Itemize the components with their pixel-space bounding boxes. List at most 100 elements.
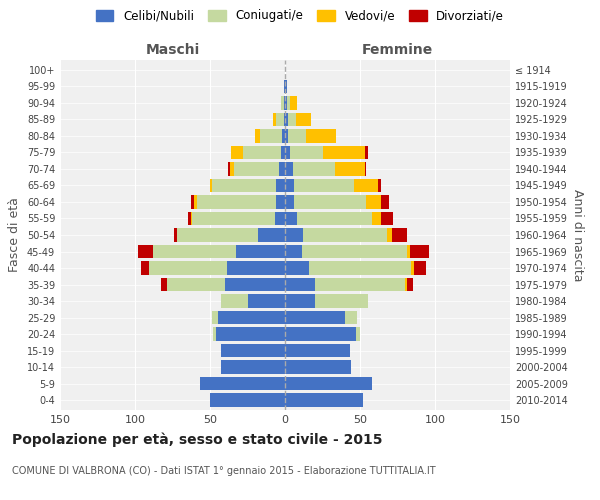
Y-axis label: Anni di nascita: Anni di nascita xyxy=(571,188,584,281)
Bar xyxy=(288,113,296,126)
Bar xyxy=(248,294,285,308)
Bar xyxy=(276,113,284,126)
Text: Popolazione per età, sesso e stato civile - 2015: Popolazione per età, sesso e stato civil… xyxy=(12,432,383,447)
Bar xyxy=(365,162,366,175)
Bar xyxy=(354,179,378,192)
Bar xyxy=(345,311,357,324)
Bar xyxy=(275,212,285,225)
Bar xyxy=(227,262,285,274)
Bar xyxy=(218,311,285,324)
Bar xyxy=(192,212,275,225)
Bar xyxy=(294,179,354,192)
Bar xyxy=(193,196,197,208)
Bar xyxy=(303,228,387,241)
Bar xyxy=(285,179,294,192)
Text: COMUNE DI VALBRONA (CO) - Dati ISTAT 1° gennaio 2015 - Elaborazione TUTTITALIA.I: COMUNE DI VALBRONA (CO) - Dati ISTAT 1° … xyxy=(12,466,436,476)
Bar xyxy=(285,278,315,291)
Bar xyxy=(285,311,345,324)
Bar xyxy=(285,196,294,208)
Bar xyxy=(258,228,285,241)
Bar xyxy=(228,162,229,175)
Bar xyxy=(141,262,149,274)
Bar xyxy=(221,344,285,357)
Bar xyxy=(231,146,243,159)
Bar xyxy=(414,262,426,274)
Bar xyxy=(191,196,193,208)
Bar xyxy=(302,245,407,258)
Bar xyxy=(285,262,309,274)
Bar xyxy=(366,196,381,208)
Bar xyxy=(225,278,285,291)
Bar xyxy=(210,394,285,406)
Bar xyxy=(243,146,281,159)
Bar xyxy=(153,245,235,258)
Bar xyxy=(285,130,288,142)
Text: Maschi: Maschi xyxy=(145,42,200,56)
Bar xyxy=(285,245,302,258)
Bar xyxy=(288,130,306,142)
Bar xyxy=(138,245,153,258)
Bar xyxy=(234,162,279,175)
Bar xyxy=(210,179,212,192)
Bar xyxy=(296,113,311,126)
Bar xyxy=(279,162,285,175)
Bar xyxy=(281,96,284,110)
Bar xyxy=(284,113,285,126)
Bar xyxy=(335,162,365,175)
Bar xyxy=(381,212,393,225)
Bar xyxy=(273,113,276,126)
Bar xyxy=(260,130,282,142)
Bar xyxy=(285,360,351,374)
Bar xyxy=(187,212,191,225)
Bar xyxy=(177,228,258,241)
Bar xyxy=(287,96,290,110)
Bar xyxy=(197,196,276,208)
Bar xyxy=(285,228,303,241)
Bar xyxy=(213,328,216,340)
Bar xyxy=(255,130,260,142)
Bar xyxy=(372,212,381,225)
Bar xyxy=(285,344,349,357)
Bar xyxy=(284,80,285,93)
Bar xyxy=(281,146,285,159)
Bar xyxy=(315,294,367,308)
Bar xyxy=(378,179,381,192)
Bar xyxy=(285,113,288,126)
Bar xyxy=(309,262,411,274)
Bar xyxy=(285,80,287,93)
Bar xyxy=(381,196,389,208)
Bar xyxy=(293,162,335,175)
Bar xyxy=(285,146,290,159)
Bar xyxy=(174,228,177,241)
Bar xyxy=(167,278,225,291)
Bar xyxy=(387,228,392,241)
Bar xyxy=(229,162,234,175)
Bar xyxy=(216,328,285,340)
Bar xyxy=(407,245,409,258)
Bar xyxy=(212,179,276,192)
Bar xyxy=(285,394,363,406)
Bar xyxy=(282,130,285,142)
Bar xyxy=(235,245,285,258)
Bar xyxy=(355,328,360,340)
Bar xyxy=(297,212,372,225)
Bar xyxy=(285,162,293,175)
Bar xyxy=(149,262,227,274)
Bar xyxy=(306,130,336,142)
Bar xyxy=(407,278,413,291)
Bar xyxy=(365,146,367,159)
Bar xyxy=(284,96,285,110)
Bar xyxy=(315,278,405,291)
Bar xyxy=(290,96,297,110)
Bar xyxy=(290,146,323,159)
Bar xyxy=(409,245,429,258)
Bar xyxy=(276,196,285,208)
Bar xyxy=(221,294,248,308)
Bar xyxy=(191,212,192,225)
Bar xyxy=(392,228,407,241)
Bar xyxy=(161,278,167,291)
Bar xyxy=(285,212,297,225)
Bar xyxy=(405,278,407,291)
Bar xyxy=(212,311,218,324)
Y-axis label: Fasce di età: Fasce di età xyxy=(8,198,21,272)
